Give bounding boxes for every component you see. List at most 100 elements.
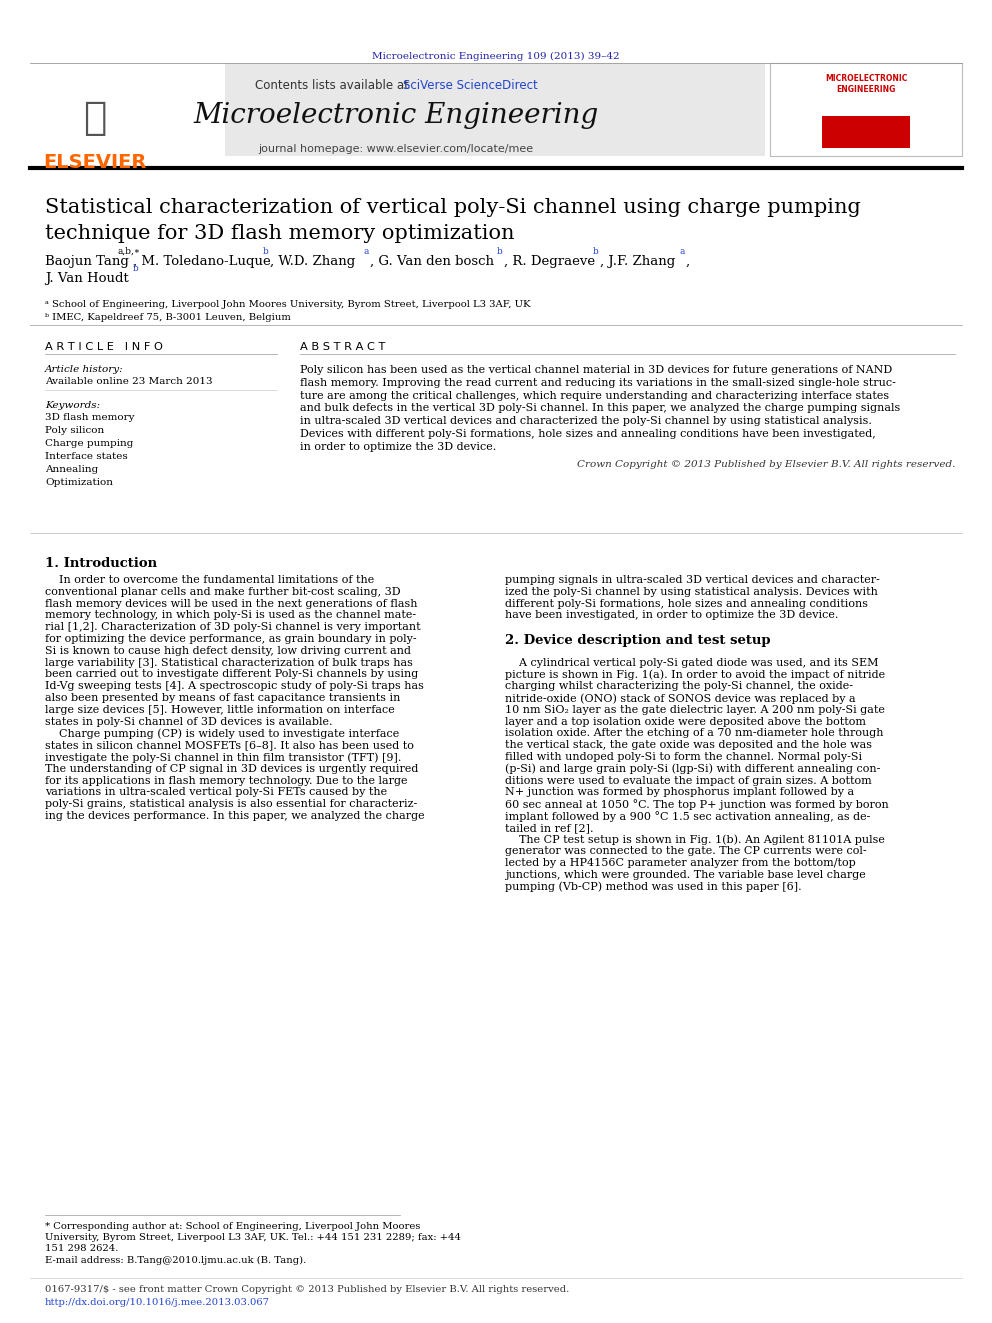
Text: for its applications in flash memory technology. Due to the large: for its applications in flash memory tec… xyxy=(45,775,408,786)
Text: conventional planar cells and make further bit-cost scaling, 3D: conventional planar cells and make furth… xyxy=(45,587,401,597)
Text: In order to overcome the fundamental limitations of the: In order to overcome the fundamental lim… xyxy=(45,576,374,585)
Text: b: b xyxy=(497,247,503,255)
Text: ture are among the critical challenges, which require understanding and characte: ture are among the critical challenges, … xyxy=(300,390,889,401)
Text: , W.D. Zhang: , W.D. Zhang xyxy=(270,255,355,269)
Text: J. Van Houdt: J. Van Houdt xyxy=(45,273,129,284)
Text: (p-Si) and large grain poly-Si (lgp-Si) with different annealing con-: (p-Si) and large grain poly-Si (lgp-Si) … xyxy=(505,763,880,774)
Text: a: a xyxy=(363,247,368,255)
Text: and bulk defects in the vertical 3D poly-Si channel. In this paper, we analyzed : and bulk defects in the vertical 3D poly… xyxy=(300,404,901,413)
Text: b: b xyxy=(593,247,599,255)
Text: Microelectronic Engineering 109 (2013) 39–42: Microelectronic Engineering 109 (2013) 3… xyxy=(372,52,620,61)
Text: 10 nm SiO₂ layer as the gate dielectric layer. A 200 nm poly-Si gate: 10 nm SiO₂ layer as the gate dielectric … xyxy=(505,705,885,714)
Text: Statistical characterization of vertical poly-Si channel using charge pumping: Statistical characterization of vertical… xyxy=(45,198,861,217)
Text: Article history:: Article history: xyxy=(45,365,124,374)
Text: isolation oxide. After the etching of a 70 nm-diameter hole through: isolation oxide. After the etching of a … xyxy=(505,729,884,738)
Text: http://dx.doi.org/10.1016/j.mee.2013.03.067: http://dx.doi.org/10.1016/j.mee.2013.03.… xyxy=(45,1298,270,1307)
Text: journal homepage: www.elsevier.com/locate/mee: journal homepage: www.elsevier.com/locat… xyxy=(259,144,534,153)
Text: tailed in ref [2].: tailed in ref [2]. xyxy=(505,823,593,832)
Text: ᵇ IMEC, Kapeldreef 75, B-3001 Leuven, Belgium: ᵇ IMEC, Kapeldreef 75, B-3001 Leuven, Be… xyxy=(45,314,291,321)
Text: ditions were used to evaluate the impact of grain sizes. A bottom: ditions were used to evaluate the impact… xyxy=(505,775,872,786)
Text: filled with undoped poly-Si to form the channel. Normal poly-Si: filled with undoped poly-Si to form the … xyxy=(505,751,862,762)
Text: The CP test setup is shown in Fig. 1(b). An Agilent 81101A pulse: The CP test setup is shown in Fig. 1(b).… xyxy=(505,835,885,845)
Text: technique for 3D flash memory optimization: technique for 3D flash memory optimizati… xyxy=(45,224,515,243)
Text: , J.F. Zhang: , J.F. Zhang xyxy=(600,255,676,269)
Text: implant followed by a 900 °C 1.5 sec activation annealing, as de-: implant followed by a 900 °C 1.5 sec act… xyxy=(505,811,870,822)
Text: ᵃ School of Engineering, Liverpool John Moores University, Byrom Street, Liverpo: ᵃ School of Engineering, Liverpool John … xyxy=(45,300,531,310)
Text: in ultra-scaled 3D vertical devices and characterized the poly-Si channel by usi: in ultra-scaled 3D vertical devices and … xyxy=(300,417,872,426)
Text: 🌿: 🌿 xyxy=(83,99,107,138)
Text: poly-Si grains, statistical analysis is also essential for characteriz-: poly-Si grains, statistical analysis is … xyxy=(45,799,418,810)
Bar xyxy=(822,116,910,148)
Text: rial [1,2]. Characterization of 3D poly-Si channel is very important: rial [1,2]. Characterization of 3D poly-… xyxy=(45,622,421,632)
Text: Charge pumping: Charge pumping xyxy=(45,439,133,448)
Text: ized the poly-Si channel by using statistical analysis. Devices with: ized the poly-Si channel by using statis… xyxy=(505,587,878,597)
Text: Poly silicon: Poly silicon xyxy=(45,426,104,435)
Text: Devices with different poly-Si formations, hole sizes and annealing conditions h: Devices with different poly-Si formation… xyxy=(300,429,876,439)
Text: the vertical stack, the gate oxide was deposited and the hole was: the vertical stack, the gate oxide was d… xyxy=(505,740,872,750)
Text: MICROELECTRONIC
ENGINEERING: MICROELECTRONIC ENGINEERING xyxy=(824,74,908,94)
Text: Available online 23 March 2013: Available online 23 March 2013 xyxy=(45,377,212,386)
Text: a,b,∗: a,b,∗ xyxy=(118,247,141,255)
Text: A R T I C L E   I N F O: A R T I C L E I N F O xyxy=(45,343,163,352)
Text: nitride-oxide (ONO) stack of SONOS device was replaced by a: nitride-oxide (ONO) stack of SONOS devic… xyxy=(505,693,856,704)
Text: variations in ultra-scaled vertical poly-Si FETs caused by the: variations in ultra-scaled vertical poly… xyxy=(45,787,387,798)
Text: ,: , xyxy=(686,255,690,269)
Text: also been presented by means of fast capacitance transients in: also been presented by means of fast cap… xyxy=(45,693,401,703)
Text: ing the devices performance. In this paper, we analyzed the charge: ing the devices performance. In this pap… xyxy=(45,811,425,822)
Text: large size devices [5]. However, little information on interface: large size devices [5]. However, little … xyxy=(45,705,395,714)
Text: A cylindrical vertical poly-Si gated diode was used, and its SEM: A cylindrical vertical poly-Si gated dio… xyxy=(505,658,879,668)
Text: , G. Van den bosch: , G. Van den bosch xyxy=(370,255,494,269)
Text: junctions, which were grounded. The variable base level charge: junctions, which were grounded. The vari… xyxy=(505,871,866,880)
Text: for optimizing the device performance, as grain boundary in poly-: for optimizing the device performance, a… xyxy=(45,634,417,644)
Text: a: a xyxy=(679,247,684,255)
Text: b: b xyxy=(263,247,269,255)
Text: flash memory. Improving the read current and reducing its variations in the smal: flash memory. Improving the read current… xyxy=(300,378,896,388)
Text: large variability [3]. Statistical characterization of bulk traps has: large variability [3]. Statistical chara… xyxy=(45,658,413,668)
Text: 60 sec anneal at 1050 °C. The top P+ junction was formed by boron: 60 sec anneal at 1050 °C. The top P+ jun… xyxy=(505,799,889,810)
Text: 0167-9317/$ - see front matter Crown Copyright © 2013 Published by Elsevier B.V.: 0167-9317/$ - see front matter Crown Cop… xyxy=(45,1285,569,1294)
Text: 151 298 2624.: 151 298 2624. xyxy=(45,1244,118,1253)
Text: N+ junction was formed by phosphorus implant followed by a: N+ junction was formed by phosphorus imp… xyxy=(505,787,854,798)
Text: The understanding of CP signal in 3D devices is urgently required: The understanding of CP signal in 3D dev… xyxy=(45,763,419,774)
Text: Charge pumping (CP) is widely used to investigate interface: Charge pumping (CP) is widely used to in… xyxy=(45,729,399,740)
Text: 2. Device description and test setup: 2. Device description and test setup xyxy=(505,634,771,647)
Text: states in silicon channel MOSFETs [6–8]. It also has been used to: states in silicon channel MOSFETs [6–8].… xyxy=(45,740,414,750)
Text: pumping signals in ultra-scaled 3D vertical devices and character-: pumping signals in ultra-scaled 3D verti… xyxy=(505,576,880,585)
Text: Id-Vg sweeping tests [4]. A spectroscopic study of poly-Si traps has: Id-Vg sweeping tests [4]. A spectroscopi… xyxy=(45,681,424,691)
Text: picture is shown in Fig. 1(a). In order to avoid the impact of nitride: picture is shown in Fig. 1(a). In order … xyxy=(505,669,885,680)
Text: SciVerse ScienceDirect: SciVerse ScienceDirect xyxy=(403,79,538,93)
Text: investigate the poly-Si channel in thin film transistor (TFT) [9].: investigate the poly-Si channel in thin … xyxy=(45,751,402,762)
Text: charging whilst characterizing the poly-Si channel, the oxide-: charging whilst characterizing the poly-… xyxy=(505,681,853,691)
Text: Poly silicon has been used as the vertical channel material in 3D devices for fu: Poly silicon has been used as the vertic… xyxy=(300,365,892,374)
Text: A B S T R A C T: A B S T R A C T xyxy=(300,343,385,352)
Text: states in poly-Si channel of 3D devices is available.: states in poly-Si channel of 3D devices … xyxy=(45,717,332,726)
Text: Si is known to cause high defect density, low driving current and: Si is known to cause high defect density… xyxy=(45,646,411,656)
Text: , M. Toledano-Luque: , M. Toledano-Luque xyxy=(133,255,271,269)
Text: memory technology, in which poly-Si is used as the channel mate-: memory technology, in which poly-Si is u… xyxy=(45,610,416,620)
Text: layer and a top isolation oxide were deposited above the bottom: layer and a top isolation oxide were dep… xyxy=(505,717,866,726)
Text: pumping (Vb-CP) method was used in this paper [6].: pumping (Vb-CP) method was used in this … xyxy=(505,882,802,892)
Text: 3D flash memory: 3D flash memory xyxy=(45,413,135,422)
Bar xyxy=(30,64,225,156)
Text: different poly-Si formations, hole sizes and annealing conditions: different poly-Si formations, hole sizes… xyxy=(505,598,868,609)
Text: University, Byrom Street, Liverpool L3 3AF, UK. Tel.: +44 151 231 2289; fax: +44: University, Byrom Street, Liverpool L3 3… xyxy=(45,1233,461,1242)
Text: Optimization: Optimization xyxy=(45,478,113,487)
Text: ELSEVIER: ELSEVIER xyxy=(44,153,147,172)
Text: Annealing: Annealing xyxy=(45,464,98,474)
Text: Contents lists available at: Contents lists available at xyxy=(255,79,413,93)
Text: Crown Copyright © 2013 Published by Elsevier B.V. All rights reserved.: Crown Copyright © 2013 Published by Else… xyxy=(576,459,955,468)
Text: * Corresponding author at: School of Engineering, Liverpool John Moores: * Corresponding author at: School of Eng… xyxy=(45,1222,421,1230)
Text: Baojun Tang: Baojun Tang xyxy=(45,255,129,269)
Text: in order to optimize the 3D device.: in order to optimize the 3D device. xyxy=(300,442,496,451)
Text: E-mail address: B.Tang@2010.ljmu.ac.uk (B. Tang).: E-mail address: B.Tang@2010.ljmu.ac.uk (… xyxy=(45,1256,307,1265)
Text: b: b xyxy=(133,265,139,273)
Text: 1. Introduction: 1. Introduction xyxy=(45,557,157,570)
Text: generator was connected to the gate. The CP currents were col-: generator was connected to the gate. The… xyxy=(505,847,867,856)
Bar xyxy=(30,64,765,156)
Text: been carried out to investigate different Poly-Si channels by using: been carried out to investigate differen… xyxy=(45,669,419,680)
Text: Microelectronic Engineering: Microelectronic Engineering xyxy=(193,102,598,130)
Text: flash memory devices will be used in the next generations of flash: flash memory devices will be used in the… xyxy=(45,598,418,609)
Text: , R. Degraeve: , R. Degraeve xyxy=(504,255,595,269)
Text: lected by a HP4156C parameter analyzer from the bottom/top: lected by a HP4156C parameter analyzer f… xyxy=(505,859,856,868)
Text: have been investigated, in order to optimize the 3D device.: have been investigated, in order to opti… xyxy=(505,610,838,620)
